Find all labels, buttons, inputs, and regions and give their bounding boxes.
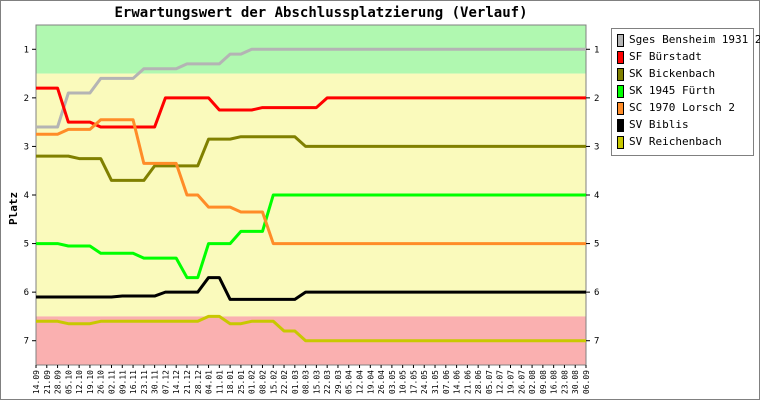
- x-tick-label: 26.10: [97, 370, 106, 394]
- x-tick-label: 08.02: [258, 370, 267, 394]
- x-tick-label: 19.10: [86, 370, 95, 394]
- x-tick-label: 26.07: [517, 370, 526, 394]
- x-tick-label: 23.11: [140, 370, 149, 394]
- legend-swatch: [617, 136, 624, 149]
- x-tick-label: 19.04: [366, 370, 375, 394]
- x-tick-label: 28.06: [474, 370, 483, 394]
- y-tick-label-right: 5: [594, 240, 599, 250]
- y-tick-label-right: 7: [594, 337, 599, 347]
- legend-swatch: [617, 85, 624, 98]
- legend-item: SC 1970 Lorsch 2: [617, 101, 753, 115]
- x-tick-label: 12.07: [496, 370, 505, 394]
- x-tick-label: 04.01: [205, 370, 214, 394]
- x-tick-label: 31.05: [431, 370, 440, 394]
- x-tick-label: 11.01: [215, 370, 224, 394]
- x-tick-label: 16.08: [550, 370, 559, 394]
- y-tick-label-left: 6: [24, 288, 29, 298]
- legend: Sges Bensheim 1931 2 SF Bürstadt SK Bicken…: [611, 28, 760, 156]
- x-tick-label: 25.01: [237, 370, 246, 394]
- legend-item: Sges Bensheim 1931 2: [617, 33, 760, 47]
- legend-swatch: [617, 68, 624, 81]
- x-tick-label: 21.09: [43, 370, 52, 394]
- series-line-2: [36, 135, 586, 182]
- y-tick-label-left: 2: [24, 94, 29, 104]
- series-line-3: [36, 193, 586, 280]
- x-tick-label: 06.09: [582, 370, 591, 394]
- series-line-6: [36, 314, 586, 343]
- x-tick-label: 18.01: [226, 370, 235, 394]
- series-line-5: [36, 276, 586, 301]
- y-tick-label-right: 1: [594, 45, 599, 55]
- y-tick-label-left: 1: [24, 45, 29, 55]
- y-tick-label-right: 3: [594, 142, 599, 152]
- x-tick-label: 01.02: [248, 370, 257, 394]
- x-tick-label: 30.11: [151, 370, 160, 394]
- x-tick-label: 14.12: [172, 370, 181, 394]
- legend-label: SF Bürstadt: [629, 50, 702, 63]
- legend-swatch: [617, 51, 624, 64]
- x-tick-label: 12.04: [356, 370, 365, 394]
- legend-label: SC 1970 Lorsch 2: [629, 101, 735, 114]
- x-tick-label: 23.08: [560, 370, 569, 394]
- y-tick-label-right: 2: [594, 94, 599, 104]
- chart-title: Erwartungswert der Abschlussplatzierung …: [114, 5, 528, 21]
- x-tick-label: 09.11: [118, 370, 127, 394]
- y-tick-label-left: 4: [24, 191, 29, 201]
- y-tick-label-left: 5: [24, 240, 29, 250]
- x-tick-label: 14.06: [453, 370, 462, 394]
- x-tick-label: 29.03: [334, 370, 343, 394]
- x-tick-label: 24.05: [420, 370, 429, 394]
- x-tick-label: 26.04: [377, 370, 386, 394]
- x-tick-label: 14.09: [32, 370, 41, 394]
- series-line-1: [36, 86, 586, 129]
- legend-item: SV Biblis: [617, 118, 753, 132]
- x-tick-label: 07.06: [442, 370, 451, 394]
- legend-swatch: [617, 102, 624, 115]
- y-tick-label-left: 7: [24, 337, 29, 347]
- x-tick-label: 08.03: [302, 370, 311, 394]
- x-tick-label: 02.08: [528, 370, 537, 394]
- legend-item: SV Reichenbach: [617, 135, 753, 149]
- legend-swatch: [617, 34, 624, 47]
- x-tick-label: 28.09: [54, 370, 63, 394]
- x-tick-label: 01.03: [291, 370, 300, 394]
- x-tick-label: 03.05: [388, 370, 397, 394]
- x-tick-label: 22.03: [323, 370, 332, 394]
- x-tick-label: 15.03: [312, 370, 321, 394]
- x-tick-label: 05.10: [64, 370, 73, 394]
- legend-label: SV Reichenbach: [629, 135, 722, 148]
- x-tick-label: 16.11: [129, 370, 138, 394]
- y-tick-label-right: 6: [594, 288, 599, 298]
- x-tick-label: 10.05: [399, 370, 408, 394]
- legend-item: SK 1945 Fürth: [617, 84, 753, 98]
- y-tick-label-right: 4: [594, 191, 599, 201]
- x-tick-label: 17.05: [409, 370, 418, 394]
- legend-item: SK Bickenbach: [617, 67, 753, 81]
- legend-swatch: [617, 119, 624, 132]
- x-tick-label: 21.12: [183, 370, 192, 394]
- x-tick-label: 22.02: [280, 370, 289, 394]
- x-tick-label: 05.07: [485, 370, 494, 394]
- x-tick-label: 21.06: [463, 370, 472, 394]
- x-tick-label: 09.08: [539, 370, 548, 394]
- x-tick-label: 07.12: [161, 370, 170, 394]
- legend-label: SV Biblis: [629, 118, 689, 131]
- legend-label: SK 1945 Fürth: [629, 84, 716, 97]
- series-line-0: [36, 47, 586, 129]
- legend-item: SF Bürstadt: [617, 50, 753, 64]
- x-tick-label: 30.08: [571, 370, 580, 394]
- x-tick-label: 28.12: [194, 370, 203, 394]
- legend-label: SK Bickenbach: [629, 67, 716, 80]
- y-tick-label-left: 3: [24, 142, 29, 152]
- x-tick-label: 12.10: [75, 370, 84, 394]
- series-line-4: [36, 118, 586, 246]
- x-tick-label: 15.02: [269, 370, 278, 394]
- x-tick-label: 02.11: [107, 370, 116, 394]
- x-tick-label: 19.07: [507, 370, 516, 394]
- legend-label: Sges Bensheim 1931 2: [629, 33, 760, 46]
- x-tick-label: 05.04: [345, 370, 354, 394]
